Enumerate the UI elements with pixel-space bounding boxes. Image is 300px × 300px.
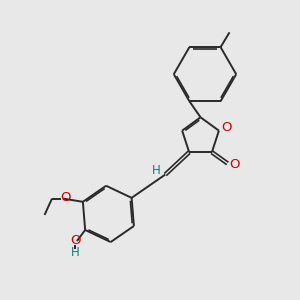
Text: O: O: [221, 121, 232, 134]
Text: H: H: [71, 247, 80, 260]
Text: H: H: [152, 164, 161, 177]
Text: O: O: [229, 158, 239, 172]
Text: O: O: [60, 190, 70, 204]
Text: O: O: [70, 234, 81, 247]
